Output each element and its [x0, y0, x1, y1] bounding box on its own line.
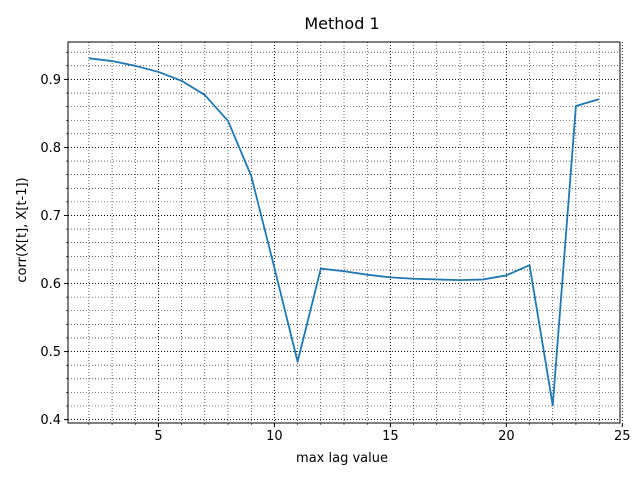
chart-title: Method 1 — [304, 14, 379, 33]
y-axis-title: corr(X[t], X[t-1]) — [15, 177, 30, 282]
x-tick-label: 5 — [154, 429, 162, 444]
x-tick-label: 10 — [266, 429, 283, 444]
series-layer — [88, 57, 600, 407]
x-tick-label: 25 — [614, 429, 631, 444]
y-tick-label: 0.7 — [40, 209, 61, 224]
y-tick-label: 0.8 — [40, 141, 61, 156]
plot-frame — [67, 41, 621, 424]
y-tick-label: 0.4 — [40, 413, 61, 428]
grid — [68, 42, 623, 423]
x-axis-title: max lag value — [296, 451, 388, 466]
y-tick-label: 0.5 — [40, 345, 61, 360]
y-tick-label: 0.6 — [40, 277, 61, 292]
x-tick-label: 20 — [498, 429, 515, 444]
series-line — [88, 57, 600, 407]
x-tick-label: 15 — [382, 429, 399, 444]
axis-ticks: 5 10 15 20 25 0.4 0.5 0.6 0.7 0.8 0.9 — [40, 51, 631, 444]
y-tick-label: 0.9 — [40, 73, 61, 88]
